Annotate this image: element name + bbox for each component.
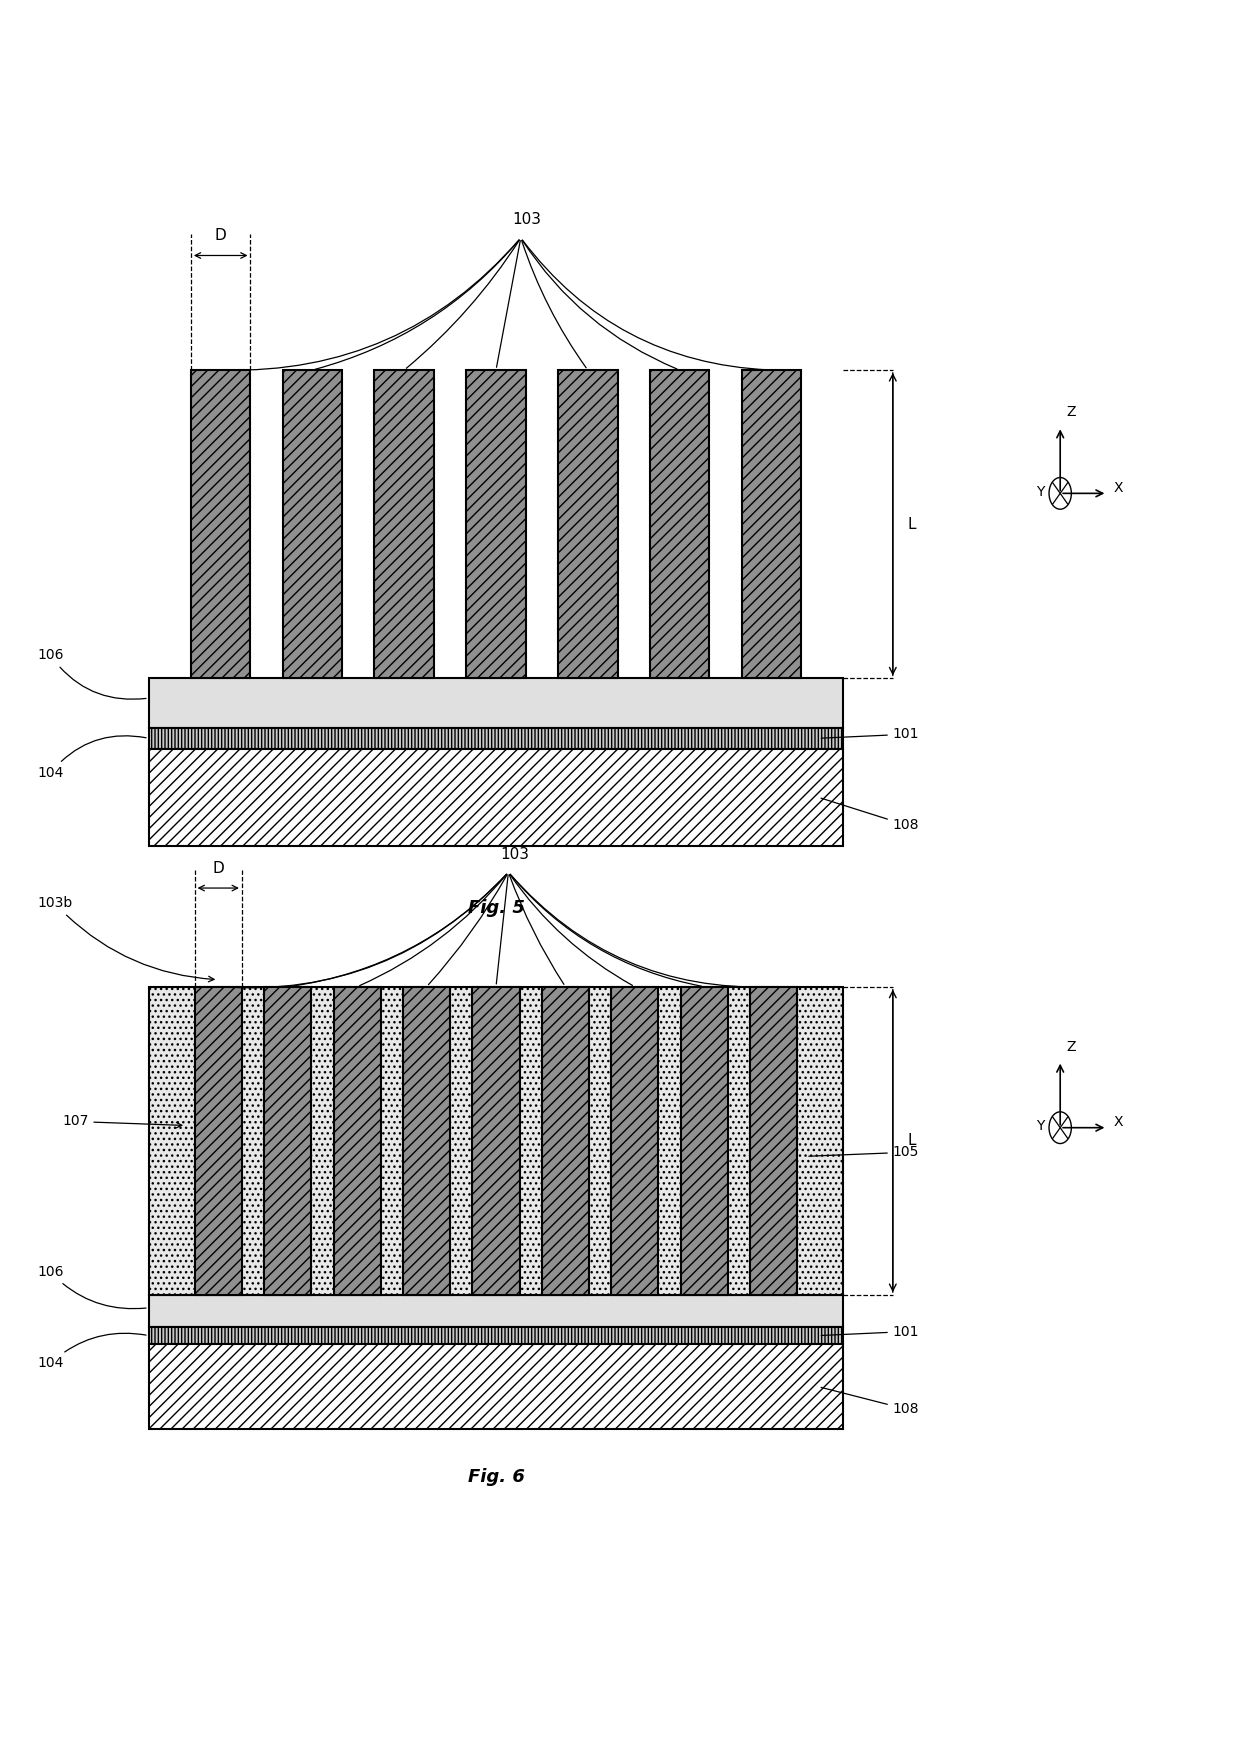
Text: 103: 103: [500, 846, 529, 862]
Text: Fig. 5: Fig. 5: [467, 899, 525, 916]
Bar: [611, 987, 658, 1295]
Text: 105: 105: [808, 1145, 919, 1159]
Bar: [466, 370, 526, 678]
Bar: [149, 728, 843, 749]
Text: D: D: [212, 860, 224, 876]
Bar: [283, 370, 342, 678]
Text: 103b: 103b: [37, 897, 215, 981]
Bar: [264, 987, 311, 1295]
Text: 103: 103: [512, 211, 542, 227]
Text: 107: 107: [62, 1115, 182, 1128]
Text: 101: 101: [821, 728, 919, 742]
Bar: [742, 370, 801, 678]
Text: 108: 108: [821, 798, 919, 832]
Text: 101: 101: [821, 1325, 919, 1339]
Bar: [149, 1344, 843, 1429]
Text: Z: Z: [1066, 1040, 1076, 1054]
Bar: [334, 987, 381, 1295]
Bar: [542, 987, 589, 1295]
Bar: [191, 370, 250, 678]
Bar: [149, 749, 843, 846]
Bar: [149, 987, 843, 1295]
Text: 106: 106: [37, 1265, 146, 1309]
Text: L: L: [908, 516, 916, 532]
Text: 104: 104: [37, 1334, 146, 1371]
Text: 108: 108: [821, 1387, 919, 1417]
Text: X: X: [1114, 1115, 1123, 1129]
Text: 104: 104: [37, 737, 146, 781]
Text: D: D: [215, 227, 227, 243]
Text: 106: 106: [37, 648, 146, 700]
Bar: [149, 1295, 843, 1327]
Bar: [750, 987, 797, 1295]
Bar: [681, 987, 728, 1295]
Text: Y: Y: [1035, 485, 1044, 499]
Text: Z: Z: [1066, 405, 1076, 419]
Bar: [472, 987, 520, 1295]
Text: Y: Y: [1035, 1119, 1044, 1133]
Bar: [403, 987, 450, 1295]
Bar: [149, 678, 843, 728]
Text: L: L: [908, 1133, 916, 1149]
Bar: [195, 987, 242, 1295]
Text: X: X: [1114, 481, 1123, 495]
Bar: [558, 370, 618, 678]
Bar: [374, 370, 434, 678]
Text: Fig. 6: Fig. 6: [467, 1468, 525, 1485]
Bar: [149, 1327, 843, 1344]
Bar: [650, 370, 709, 678]
